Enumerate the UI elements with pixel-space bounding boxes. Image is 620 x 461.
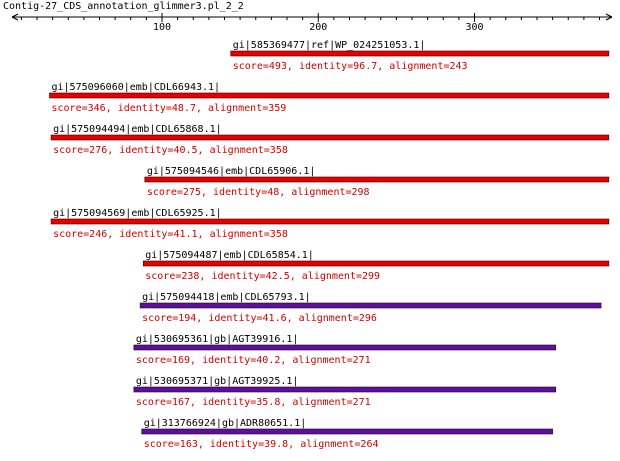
hit-score: score=346, identity=48.7, alignment=359 (52, 103, 287, 114)
hit-score: score=275, identity=48, alignment=298 (147, 187, 370, 198)
hit-bar (133, 344, 557, 351)
hit-bar (144, 176, 610, 183)
tick-label: 100 (153, 22, 171, 33)
hit-bar (133, 386, 557, 393)
hit-bar (50, 134, 610, 141)
hit-score: score=169, identity=40.2, alignment=271 (136, 355, 371, 366)
hit-label: gi|575094494|emb|CDL65868.1| (53, 124, 222, 135)
hit-bar (139, 302, 602, 309)
hit-bar (230, 50, 610, 57)
hit-label: gi|575094487|emb|CDL65854.1| (145, 250, 314, 261)
hit-score: score=163, identity=39.8, alignment=264 (144, 439, 379, 450)
hit-score: score=276, identity=40.5, alignment=358 (53, 145, 288, 156)
hit-label: gi|575094569|emb|CDL65925.1| (53, 208, 222, 219)
ruler-arrows (11, 13, 613, 21)
hit-label: gi|575094418|emb|CDL65793.1| (142, 292, 311, 303)
hit-score: score=493, identity=96.7, alignment=243 (233, 61, 468, 72)
hit-score: score=194, identity=41.6, alignment=296 (142, 313, 377, 324)
hit-score: score=167, identity=35.8, alignment=271 (136, 397, 371, 408)
tick-label: 200 (309, 22, 327, 33)
hit-label: gi|530695371|gb|AGT39925.1| (136, 376, 299, 387)
hit-label: gi|575094546|emb|CDL65906.1| (147, 166, 316, 177)
hit-score: score=246, identity=41.1, alignment=358 (53, 229, 288, 240)
hit-bar (50, 218, 610, 225)
hit-label: gi|585369477|ref|WP_024251053.1| (233, 40, 426, 51)
hit-bar (49, 92, 610, 99)
hit-bar (142, 260, 610, 267)
title: Contig-27_CDS_annotation_glimmer3.pl_2_2 (3, 1, 244, 12)
hit-label: gi|313766924|gb|ADR80651.1| (144, 418, 307, 429)
hit-label: gi|575096060|emb|CDL66943.1| (52, 82, 221, 93)
hit-score: score=238, identity=42.5, alignment=299 (145, 271, 380, 282)
tick-label: 300 (465, 22, 483, 33)
hit-label: gi|530695361|gb|AGT39916.1| (136, 334, 299, 345)
hit-bar (141, 428, 553, 435)
